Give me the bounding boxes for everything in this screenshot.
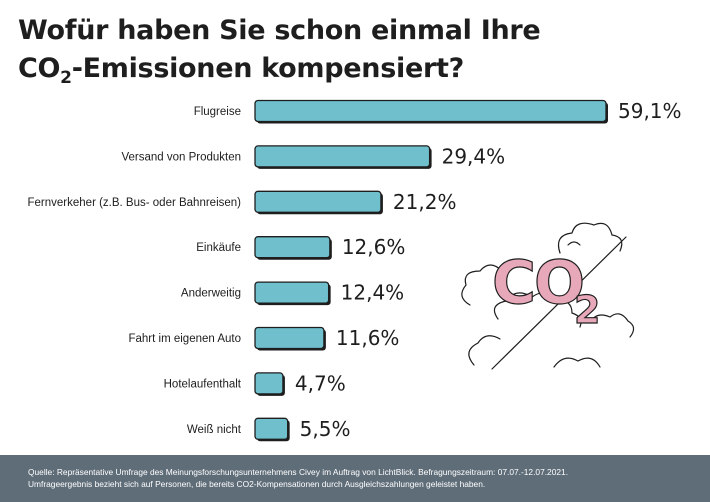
source-line-2: Umfrageergebnis bezieht sich auf Persone…	[28, 479, 486, 489]
bar	[254, 99, 607, 123]
co2-label: CO	[492, 248, 583, 318]
category-label: Hotelaufenthalt	[164, 378, 242, 390]
co2-cloud-illustration: CO 2	[461, 222, 635, 370]
category-label: Versand von Produkten	[121, 151, 241, 163]
value-label: 11,6%	[336, 326, 400, 350]
title-line-2: CO2-Emissionen kompensiert?	[18, 50, 540, 91]
cloud-top-detail	[567, 241, 581, 246]
bar	[254, 372, 284, 395]
cloud-right-outline	[589, 313, 635, 338]
category-label: Einkäufe	[196, 242, 241, 254]
bar	[254, 190, 382, 213]
cloud-bottom-left-outline	[468, 335, 501, 366]
bar	[254, 281, 330, 304]
cloud-left-outline	[461, 264, 503, 306]
value-label: 12,6%	[342, 235, 406, 259]
source-line-1: Quelle: Repräsentative Umfrage des Meinu…	[28, 467, 569, 477]
bar	[254, 236, 331, 259]
value-label: 21,2%	[393, 190, 457, 214]
bar-chart: Flugreise 59,1% Versand von Produkten 29,4%…	[28, 99, 682, 442]
category-label: Fahrt im eigenen Auto	[128, 333, 241, 345]
cloud-bottom-outline	[493, 292, 582, 328]
bar	[254, 145, 431, 168]
value-label: 4,7%	[295, 371, 346, 395]
strike-line	[491, 236, 627, 370]
value-label: 59,1%	[618, 99, 682, 123]
source-footer: Quelle: Repräsentative Umfrage des Meinu…	[0, 455, 710, 502]
cloud-bottom-right-outline	[553, 357, 601, 368]
category-label: Fernverkeher (z.B. Bus- oder Bahnreisen)	[28, 197, 242, 209]
title-line-1: Wofür haben Sie schon einmal Ihre	[18, 15, 541, 46]
bar	[254, 417, 289, 440]
chart-title: Wofür haben Sie schon einmal Ihre CO2-Em…	[18, 12, 541, 91]
title-rest: -Emissionen kompensiert?	[71, 53, 465, 84]
title-subscript: 2	[60, 68, 72, 88]
value-label: 5,5%	[300, 417, 351, 441]
title-co: CO	[18, 53, 61, 84]
bar	[254, 326, 325, 350]
value-label: 29,4%	[442, 144, 506, 168]
category-label: Weiß nicht	[187, 424, 242, 436]
cloud-top-outline	[557, 222, 623, 254]
category-label: Flugreise	[194, 106, 241, 118]
co2-subscript: 2	[574, 288, 600, 332]
value-label: 12,4%	[341, 281, 405, 305]
category-label: Anderweitig	[181, 288, 241, 300]
